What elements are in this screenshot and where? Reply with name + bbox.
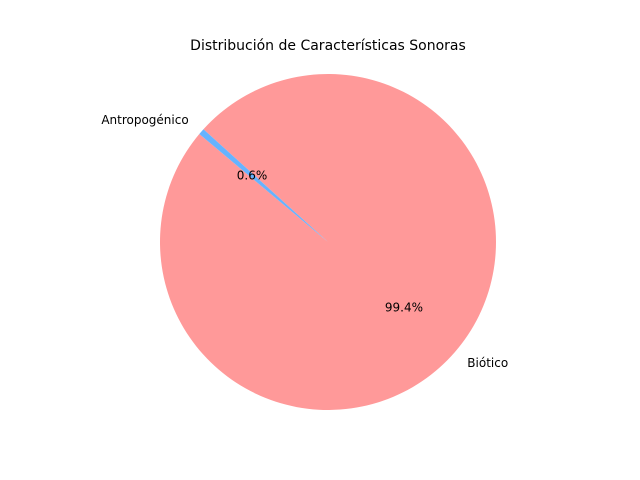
pie-slice-2: [199, 129, 328, 242]
chart-title: Distribución de Características Sonoras: [190, 38, 466, 54]
pie-slice-1: [160, 73, 497, 410]
slice-label-2: Antropogénico: [101, 113, 188, 127]
pie-slices: [160, 73, 497, 410]
slice-label-1: Biótico: [467, 356, 508, 370]
slice-percent-1: 99.4%: [385, 301, 423, 315]
pie-labels: Biótico 99.4% Antropogénico 0.6%: [101, 113, 508, 370]
slice-percent-2: 0.6%: [237, 168, 268, 182]
